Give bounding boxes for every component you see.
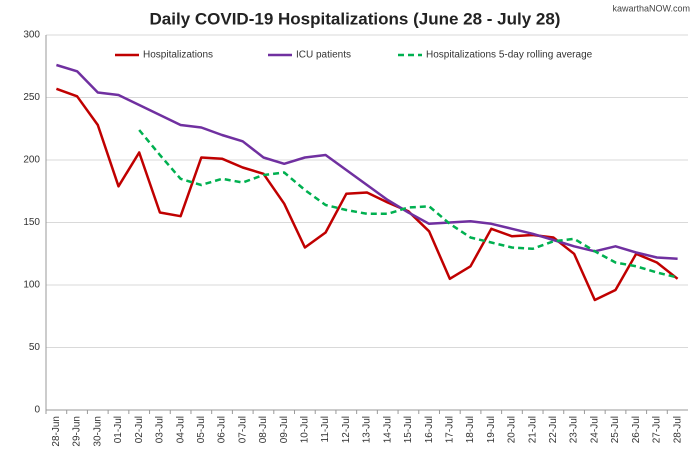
x-tick-label: 19-Jul — [486, 416, 497, 443]
y-tick-label: 100 — [23, 280, 40, 291]
y-tick-label: 250 — [23, 92, 40, 103]
x-tick-label: 03-Jul — [155, 416, 166, 443]
x-tick-label: 23-Jul — [569, 416, 580, 443]
x-tick-label: 12-Jul — [341, 416, 352, 443]
x-tick-label: 21-Jul — [527, 416, 538, 443]
series-line — [55, 87, 679, 302]
x-tick-label: 25-Jul — [610, 416, 621, 443]
x-tick-label: 09-Jul — [279, 416, 290, 443]
series-line — [56, 63, 678, 261]
x-tick-label: 01-Jul — [113, 416, 124, 443]
x-tick-label: 06-Jul — [217, 416, 228, 443]
x-tick-label: 24-Jul — [589, 416, 600, 443]
x-tick-label: 02-Jul — [134, 416, 145, 443]
series-line — [138, 129, 678, 279]
x-tick-label: 14-Jul — [382, 416, 393, 443]
legend-label: ICU patients — [296, 50, 351, 61]
x-tick-label: 17-Jul — [444, 416, 455, 443]
watermark: kawarthaNOW.com — [612, 3, 690, 13]
legend-label: Hospitalizations — [143, 50, 213, 61]
x-tick-label: 26-Jul — [631, 416, 642, 443]
x-tick-label: 29-Jun — [72, 416, 83, 447]
chart-title: Daily COVID-19 Hospitalizations (June 28… — [150, 9, 561, 28]
y-tick-label: 50 — [29, 342, 41, 353]
x-tick-label: 16-Jul — [424, 416, 435, 443]
legend-label: Hospitalizations 5-day rolling average — [426, 50, 593, 61]
y-tick-label: 0 — [34, 405, 40, 416]
x-tick-label: 07-Jul — [237, 416, 248, 443]
x-tick-label: 11-Jul — [320, 416, 331, 443]
y-tick-label: 150 — [23, 217, 40, 228]
y-tick-label: 300 — [23, 30, 40, 41]
x-tick-label: 22-Jul — [548, 416, 559, 443]
x-tick-label: 05-Jul — [196, 416, 207, 443]
x-tick-label: 04-Jul — [175, 416, 186, 443]
x-tick-label: 27-Jul — [652, 416, 663, 443]
x-tick-label: 30-Jun — [92, 416, 103, 447]
x-tick-label: 20-Jul — [507, 416, 518, 443]
x-tick-label: 28-Jul — [672, 416, 683, 443]
x-tick-label: 28-Jun — [51, 416, 62, 447]
x-tick-label: 18-Jul — [465, 416, 476, 443]
x-tick-label: 10-Jul — [300, 416, 311, 443]
x-tick-label: 13-Jul — [362, 416, 373, 443]
x-tick-label: 15-Jul — [403, 416, 414, 443]
y-tick-label: 200 — [23, 155, 40, 166]
x-tick-label: 08-Jul — [258, 416, 269, 443]
